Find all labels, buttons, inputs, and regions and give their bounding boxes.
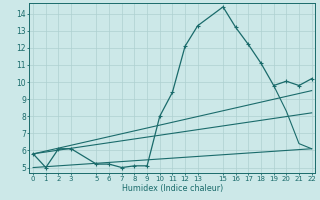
X-axis label: Humidex (Indice chaleur): Humidex (Indice chaleur) xyxy=(122,184,223,193)
